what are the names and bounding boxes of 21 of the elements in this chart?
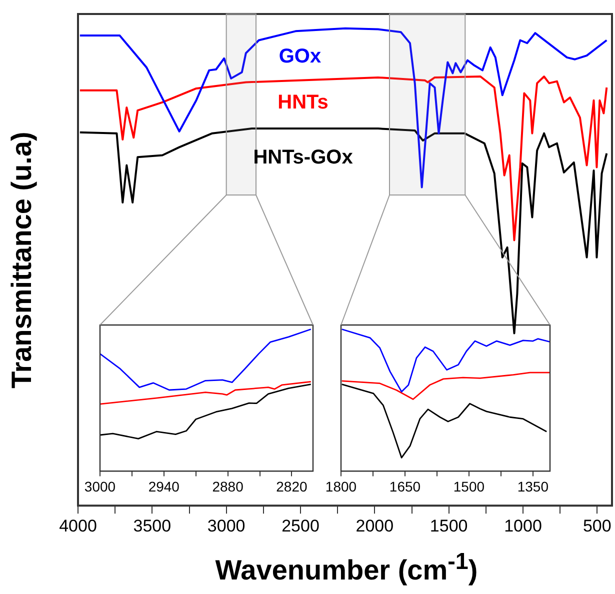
x-tick-label: 1350 — [517, 478, 549, 494]
x-tick-label: 2000 — [356, 516, 394, 536]
x-tick-label: 2940 — [148, 478, 180, 494]
x-tick-label: 3000 — [84, 478, 116, 494]
x-tick-label: 1800 — [325, 478, 357, 494]
x-tick-label: 4000 — [59, 516, 97, 536]
x-axis-title: Wavenumber (cm$^{-1}$) — [214, 548, 479, 586]
series-label: GOx — [278, 46, 322, 68]
x-tick-label: 1650 — [389, 478, 421, 494]
series-label: HNTs — [278, 92, 328, 114]
series-label: HNTs-GOx — [253, 146, 353, 169]
x-tick-label: 3500 — [133, 516, 172, 536]
x-tick-label: 1000 — [504, 516, 542, 536]
x-tick-label: 2880 — [212, 478, 244, 494]
x-tick-label: 2820 — [276, 478, 308, 494]
x-tick-label: 1500 — [453, 478, 485, 494]
x-tick-label: 3000 — [207, 516, 246, 536]
x-tick-label: 2500 — [282, 516, 320, 536]
x-tick-label: 1500 — [430, 516, 468, 536]
y-axis-title: Transmittance (u.a) — [6, 132, 38, 388]
x-tick-label: 500 — [582, 516, 612, 536]
